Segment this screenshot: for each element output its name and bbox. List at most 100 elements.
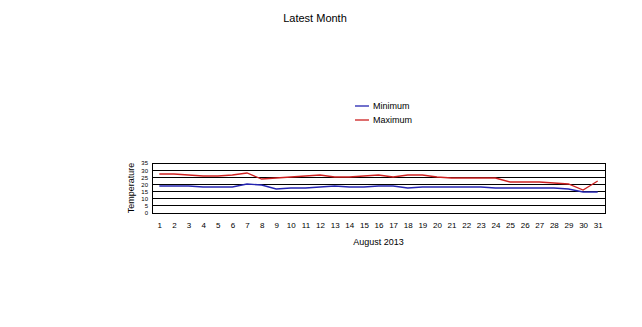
tick-label: 31: [594, 221, 603, 230]
tick-label: 5: [216, 221, 221, 230]
tick: 35: [141, 160, 152, 166]
tick-label: 28: [550, 221, 559, 230]
tick: 8: [260, 213, 265, 230]
tick: 10: [287, 213, 296, 230]
tick: 4: [201, 213, 206, 230]
grid-line: [152, 198, 605, 199]
tick-label: 13: [331, 221, 340, 230]
tick: 1: [158, 213, 163, 230]
tick: 5: [145, 203, 152, 209]
tick: 13: [331, 213, 340, 230]
plot-frame: [152, 163, 605, 213]
title: Latest Month: [283, 12, 347, 24]
tick-label: 22: [462, 221, 471, 230]
tick-label: 15: [360, 221, 369, 230]
tick-label: 24: [491, 221, 500, 230]
tick: 26: [521, 213, 530, 230]
tick-label: 2: [172, 221, 177, 230]
tick-label: 25: [141, 175, 148, 181]
grid-line: [152, 184, 605, 185]
tick-label: 18: [404, 221, 413, 230]
axis-line: [152, 164, 153, 214]
tick-label: 21: [448, 221, 457, 230]
tick: 11: [302, 213, 311, 230]
tick-label: 30: [579, 221, 588, 230]
tick: 9: [274, 213, 279, 230]
tick: 16: [375, 213, 384, 230]
grid-line: [152, 205, 605, 206]
tick: 18: [404, 213, 413, 230]
tick: 21: [448, 213, 457, 230]
tick-label: 12: [316, 221, 325, 230]
tick-label: 3: [187, 221, 192, 230]
tick-label: 1: [158, 221, 163, 230]
tick-label: 7: [245, 221, 250, 230]
y-axis: 051015202530 35: [141, 160, 152, 216]
tick-label: 27: [535, 221, 544, 230]
tick: 10: [141, 196, 152, 202]
tick-label: 11: [302, 221, 311, 230]
tick-label: 5: [145, 203, 149, 209]
tick-label: 15: [141, 189, 148, 195]
tick: 31: [594, 213, 603, 230]
legend: Minimum Maximum: [355, 101, 412, 125]
tick: 20: [433, 213, 442, 230]
grid-line: [152, 177, 605, 178]
tick-label: 0: [145, 210, 149, 216]
tick: 5: [216, 213, 221, 230]
tick: 30: [141, 168, 152, 174]
tick-label: 14: [345, 221, 354, 230]
x-axis-title: August 2013: [353, 237, 404, 247]
tick: 6: [231, 213, 236, 230]
tick: 28: [550, 213, 559, 230]
tick: 24: [491, 213, 500, 230]
tick: 14: [345, 213, 354, 230]
tick: 0: [145, 210, 152, 216]
tick: 27: [535, 213, 544, 230]
tick: 19: [418, 213, 427, 230]
axis-line: [153, 213, 606, 214]
tick-label: 25: [506, 221, 515, 230]
legend-swatch: [355, 105, 369, 106]
series-line: [159, 173, 597, 190]
tick-label: 6: [231, 221, 236, 230]
tick-label: 19: [418, 221, 427, 230]
tick-label: 35: [141, 160, 148, 166]
tick-label: 17: [389, 221, 398, 230]
legend-label: Maximum: [373, 115, 412, 125]
y-axis-title: Temperature: [126, 163, 136, 214]
legend-swatch: [355, 119, 369, 120]
tick-label: 10: [141, 196, 148, 202]
tick: 22: [462, 213, 471, 230]
tick: 25: [141, 175, 152, 181]
tick: 7: [245, 213, 250, 230]
tick-label: 4: [201, 221, 206, 230]
tick-label: 20: [433, 221, 442, 230]
tick: 30: [579, 213, 588, 230]
grid-line: [152, 170, 605, 171]
tick: 2: [172, 213, 177, 230]
tick: 15: [141, 189, 152, 195]
legend-label: Minimum: [373, 101, 410, 111]
tick-label: 16: [375, 221, 384, 230]
plot-area: [159, 173, 597, 192]
series-line: [159, 184, 597, 192]
tick: 23: [477, 213, 486, 230]
tick: 29: [565, 213, 574, 230]
tick-label: 9: [274, 221, 279, 230]
tick: 15: [360, 213, 369, 230]
tick: 25: [506, 213, 515, 230]
tick-label: 26: [521, 221, 530, 230]
tick-label: 30: [141, 168, 148, 174]
tick: 12: [316, 213, 325, 230]
chart: 1234567891011121314151617181920212223242…: [0, 0, 642, 327]
tick: 20: [141, 182, 152, 188]
tick-label: 10: [287, 221, 296, 230]
x-axis: 1234567891011121314151617181920212223242…: [153, 213, 606, 230]
tick: 17: [389, 213, 398, 230]
tick-label: 29: [565, 221, 574, 230]
grid-line: [152, 191, 605, 192]
tick: 3: [187, 213, 192, 230]
tick-label: 23: [477, 221, 486, 230]
tick-label: 8: [260, 221, 265, 230]
